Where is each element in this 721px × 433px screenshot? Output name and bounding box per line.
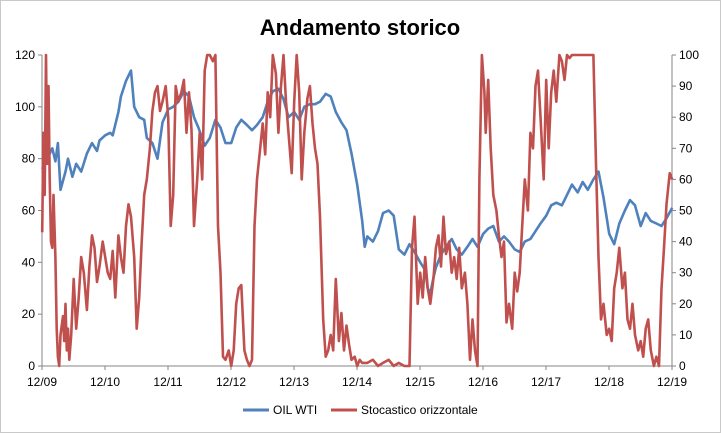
y-right-tick-label: 10 (679, 328, 693, 342)
y-right-tick-label: 60 (679, 172, 693, 186)
y-right-tick-label: 30 (679, 266, 693, 280)
y-right-tick-label: 100 (679, 48, 699, 62)
series-line-oil-wti (41, 69, 674, 295)
y-left-tick-label: 40 (22, 255, 36, 269)
axes: 0 20 40 60 80 100 120 0 10 20 30 40 50 60 70 80 90 100 12/… (15, 48, 699, 389)
x-tick-label: 12/09 (27, 375, 57, 389)
y-right-tick-label: 20 (679, 297, 693, 311)
x-tick-label: 12/13 (279, 375, 309, 389)
x-tick-label: 12/11 (153, 375, 182, 389)
y-left-tick-label: 100 (15, 100, 35, 114)
y-right-tick-label: 80 (679, 110, 693, 124)
y-left-tick-label: 80 (22, 152, 36, 166)
x-tick-label: 12/10 (90, 375, 120, 389)
y-right-tick-label: 40 (679, 235, 693, 249)
y-right-tick-label: 0 (679, 359, 686, 373)
x-tick-label: 12/14 (342, 375, 372, 389)
y-right-tick-label: 70 (679, 141, 693, 155)
y-left-tick-label: 60 (22, 204, 36, 218)
chart-title: Andamento storico (260, 15, 460, 40)
x-tick-label: 12/16 (468, 375, 498, 389)
legend: OIL WTI Stocastico orizzontale (243, 403, 478, 417)
x-tick-label: 12/19 (657, 375, 687, 389)
x-tick-label: 12/12 (216, 375, 246, 389)
y-left-tick-label: 120 (15, 48, 35, 62)
series-layer (40, 53, 674, 368)
x-tick-label: 12/15 (405, 375, 435, 389)
y-right-tick-label: 50 (679, 204, 693, 218)
x-tick-label: 12/18 (594, 375, 624, 389)
y-left-tick-label: 0 (28, 359, 35, 373)
x-tick-label: 12/17 (531, 375, 561, 389)
y-right-tick-label: 90 (679, 79, 693, 93)
y-left-tick-label: 20 (22, 307, 36, 321)
legend-label: Stocastico orizzontale (361, 403, 478, 417)
legend-label: OIL WTI (273, 403, 317, 417)
series-line-stocastico-orizzontale (40, 53, 674, 368)
